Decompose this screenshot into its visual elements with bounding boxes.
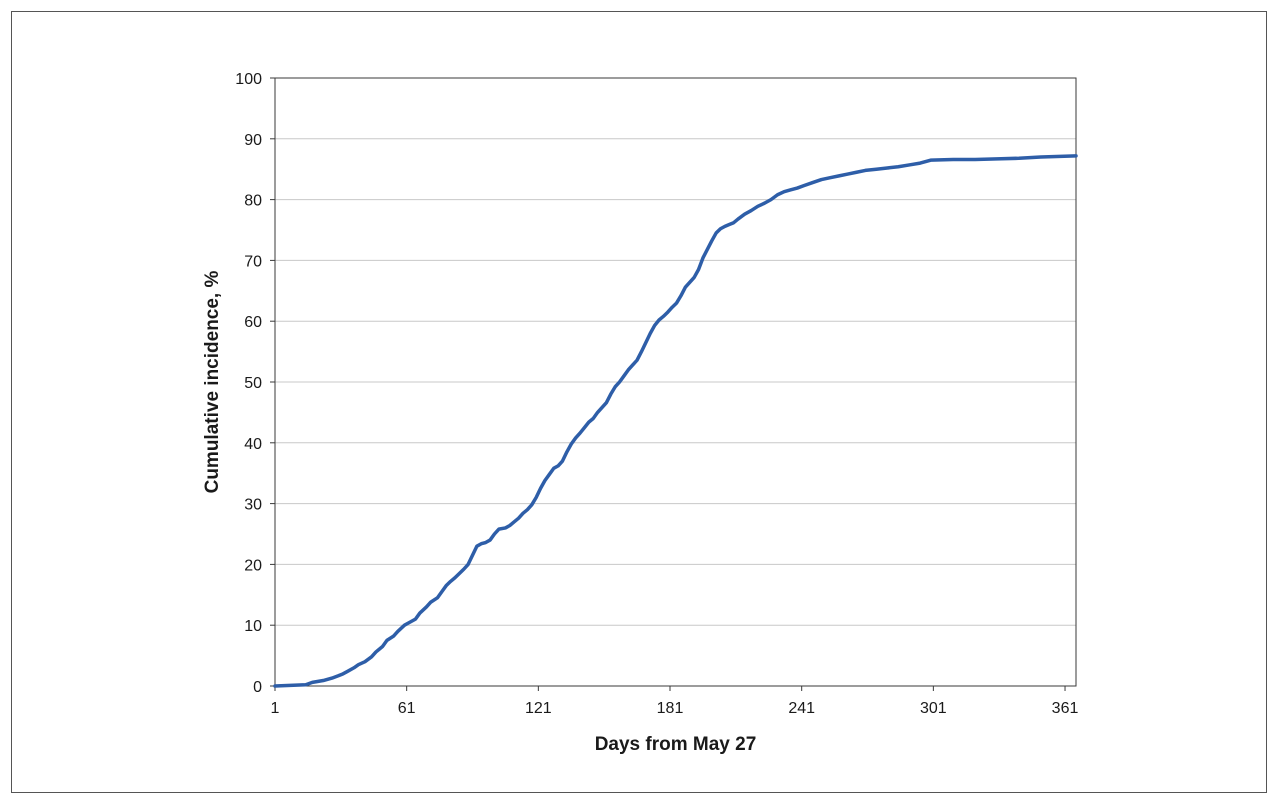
y-tick-label-60: 60 (244, 314, 262, 331)
y-tick-label-100: 100 (235, 71, 262, 88)
y-tick-label-20: 20 (244, 557, 262, 574)
y-tick-label-40: 40 (244, 436, 262, 453)
y-tick-label-30: 30 (244, 497, 262, 514)
y-tick-label-80: 80 (244, 193, 262, 210)
y-tick-label-10: 10 (244, 618, 262, 635)
x-tick-label-61: 61 (398, 700, 416, 717)
y-tick-label-90: 90 (244, 132, 262, 149)
series-line-cumulative-incidence (273, 154, 1078, 688)
y-axis-ticks: 0 10 20 30 40 50 60 70 80 90 100 (235, 71, 275, 696)
x-tick-label-181: 181 (657, 700, 684, 717)
x-tick-label-361: 361 (1052, 700, 1079, 717)
y-tick-label-50: 50 (244, 375, 262, 392)
x-tick-label-241: 241 (788, 700, 815, 717)
x-tick-label-1: 1 (271, 700, 280, 717)
y-tick-label-70: 70 (244, 253, 262, 270)
x-axis-title: Days from May 27 (595, 734, 757, 755)
y-axis-title: Cumulative incidence, % (202, 271, 223, 494)
y-tick-label-0: 0 (253, 679, 262, 696)
x-axis-ticks: 1 61 121 181 241 301 361 (271, 686, 1079, 717)
x-tick-label-301: 301 (920, 700, 947, 717)
chart-frame (11, 11, 1267, 793)
x-tick-label-121: 121 (525, 700, 552, 717)
gridlines (275, 138, 1076, 626)
